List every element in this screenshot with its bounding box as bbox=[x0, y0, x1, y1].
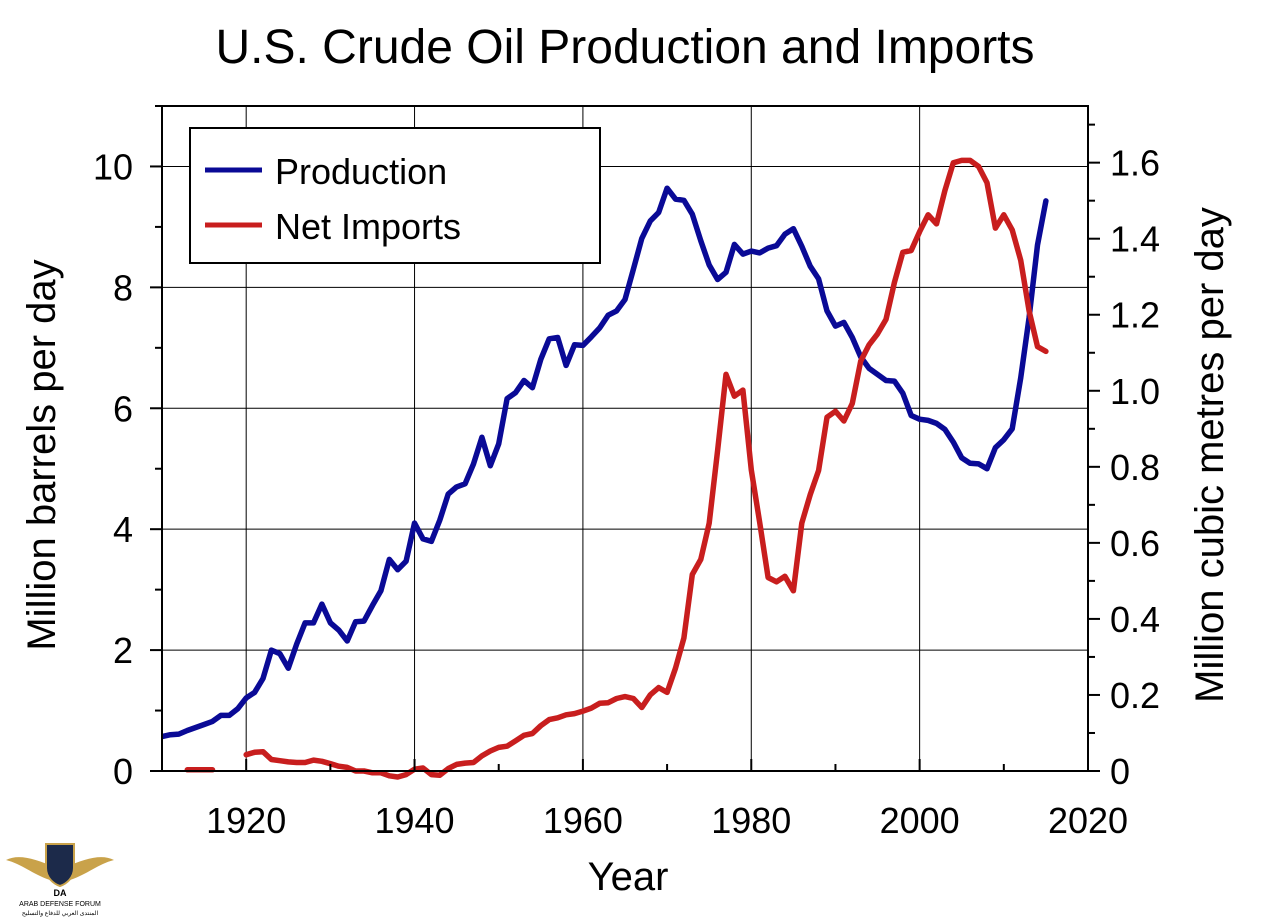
x-tick-label: 2020 bbox=[1048, 800, 1128, 841]
x-tick-label: 1940 bbox=[374, 800, 454, 841]
x-tick-label: 1960 bbox=[543, 800, 623, 841]
y-tick-label: 4 bbox=[113, 509, 133, 550]
y2-tick-label: 1.6 bbox=[1110, 143, 1160, 184]
watermark-logo: DA ARAB DEFENSE FORUM المنتدى العربي للد… bbox=[6, 843, 114, 917]
shield-icon bbox=[45, 843, 75, 888]
y2-tick-label: 1.0 bbox=[1110, 371, 1160, 412]
x-axis-label: Year bbox=[588, 855, 669, 899]
series-line-net-imports bbox=[243, 157, 1049, 780]
wing-right-icon bbox=[64, 857, 114, 880]
x-tick-label: 2000 bbox=[880, 800, 960, 841]
y2-tick-label: 0.6 bbox=[1110, 523, 1160, 564]
watermark-line1: ARAB DEFENSE FORUM bbox=[19, 901, 101, 908]
y2-tick-label: 0 bbox=[1110, 751, 1130, 792]
x-tick-label: 1920 bbox=[206, 800, 286, 841]
x-tick-label: 1980 bbox=[711, 800, 791, 841]
y2-tick-label: 0.2 bbox=[1110, 675, 1160, 716]
series-layer bbox=[162, 157, 1049, 780]
y2-tick-label: 0.4 bbox=[1110, 599, 1160, 640]
y-tick-label: 10 bbox=[93, 146, 133, 187]
y2-tick-label: 1.4 bbox=[1110, 219, 1160, 260]
legend-label-production: Production bbox=[275, 151, 447, 192]
legend: Production Net Imports bbox=[189, 127, 601, 264]
y2-axis-label-right: Million cubic metres per day bbox=[1188, 207, 1232, 703]
y-tick-label: 0 bbox=[113, 751, 133, 792]
y-tick-label: 2 bbox=[113, 630, 133, 671]
watermark-badge: DA bbox=[54, 888, 67, 898]
plot-frame bbox=[161, 105, 1089, 772]
y2-tick-label: 0.8 bbox=[1110, 447, 1160, 488]
series-line-production bbox=[162, 185, 1049, 740]
watermark-line2: المنتدى العربي للدفاع والتسليح bbox=[22, 910, 99, 917]
legend-label-net-imports: Net Imports bbox=[275, 206, 461, 247]
y-axis-label: Million barrels per day bbox=[20, 259, 64, 650]
axes: 1920 1940 1960 1980 2000 2020 0 2 4 6 8 10 0 0.2 0.4 0.… bbox=[93, 105, 1160, 841]
y2-tick-label: 1.2 bbox=[1110, 295, 1160, 336]
y-tick-label: 8 bbox=[113, 267, 133, 308]
wing-left-icon bbox=[6, 857, 56, 880]
y-tick-label: 6 bbox=[113, 388, 133, 429]
legend-box bbox=[189, 127, 601, 264]
chart-title: U.S. Crude Oil Production and Imports bbox=[215, 21, 1034, 74]
